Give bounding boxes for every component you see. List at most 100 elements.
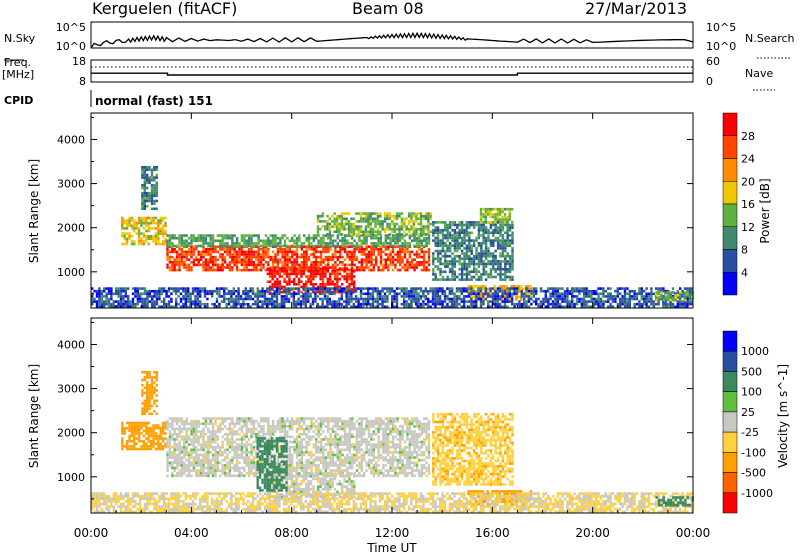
heatmap-cell: [185, 255, 188, 259]
heatmap-cell: [107, 289, 111, 293]
heatmap-cell: [525, 295, 528, 298]
heatmap-cell: [303, 245, 306, 248]
heatmap-cell: [351, 263, 354, 267]
heatmap-cell: [182, 302, 185, 306]
heatmap-cell: [583, 295, 586, 298]
heatmap-cell: [590, 292, 593, 296]
heatmap-cell: [446, 275, 449, 279]
heatmap-cell: [268, 302, 271, 306]
heatmap-cell: [470, 221, 473, 224]
heatmap-cell: [491, 215, 495, 219]
heatmap-cell: [158, 292, 161, 296]
heatmap-cell: [504, 244, 507, 248]
heatmap-cell: [93, 300, 96, 303]
heatmap-cell: [213, 302, 216, 306]
heatmap-cell: [211, 242, 215, 245]
heatmap-cell: [633, 302, 636, 306]
heatmap-cell: [419, 302, 423, 306]
heatmap-cell: [511, 223, 514, 227]
heatmap-cell: [638, 289, 641, 293]
heatmap-cell: [161, 437, 165, 440]
heatmap-cell: [527, 292, 530, 296]
heatmap-cell: [140, 237, 143, 241]
heatmap-cell: [487, 236, 490, 240]
heatmap-cell: [295, 248, 299, 251]
heatmap-cell: [245, 250, 248, 254]
heatmap-cell: [206, 297, 209, 301]
heatmap-cell: [345, 302, 348, 306]
heatmap-cell: [159, 232, 162, 235]
heatmap-cell: [372, 242, 375, 245]
heatmap-cell: [399, 239, 402, 243]
heatmap-cell: [328, 302, 331, 306]
heatmap-cell: [195, 239, 198, 243]
heatmap-cell: [482, 273, 485, 276]
heatmap-cell: [563, 300, 567, 303]
heatmap-cell: [350, 270, 353, 273]
heatmap-cell: [496, 289, 499, 293]
heatmap-cell: [527, 289, 531, 293]
heatmap-cell: [283, 258, 287, 261]
heatmap-cell: [171, 427, 174, 431]
heatmap-cell: [150, 173, 154, 177]
heatmap-cell: [532, 295, 535, 298]
heatmap-cell: [245, 266, 248, 269]
heatmap-cell: [204, 432, 208, 436]
heatmap-cell: [427, 250, 431, 254]
heatmap-cell: [183, 435, 186, 439]
heatmap-cell: [309, 302, 312, 306]
heatmap-cell: [321, 287, 324, 290]
heatmap-cell: [173, 445, 176, 449]
heatmap-cell: [223, 234, 227, 237]
heatmap-cell: [348, 255, 351, 259]
heatmap-cell: [185, 440, 188, 444]
heatmap-cell: [172, 305, 175, 309]
heatmap-cell: [152, 434, 155, 438]
heatmap-cell: [329, 277, 332, 281]
heatmap-cell: [472, 275, 476, 279]
heatmap-cell: [238, 261, 241, 264]
heatmap-cell: [326, 305, 329, 309]
heatmap-cell: [271, 270, 274, 273]
heatmap-cell: [166, 422, 169, 426]
heatmap-cell: [326, 302, 329, 306]
heatmap-cell: [413, 258, 416, 261]
heatmap-cell: [233, 445, 236, 449]
heatmap-cell: [146, 305, 149, 309]
heatmap-cell: [616, 287, 619, 290]
heatmap-cell: [501, 228, 505, 232]
heatmap-cell: [103, 305, 106, 309]
heatmap-cell: [441, 262, 445, 266]
heatmap-cell: [228, 474, 232, 478]
heatmap-cell: [112, 305, 115, 309]
heatmap-cell: [315, 258, 318, 261]
heatmap-cell: [293, 290, 296, 294]
heatmap-cell: [415, 250, 419, 254]
heatmap-cell: [278, 280, 281, 283]
heatmap-cell: [264, 261, 268, 264]
heatmap-cell: [223, 466, 227, 470]
heatmap-cell: [347, 233, 351, 236]
heatmap-cell: [455, 287, 459, 290]
heatmap-cell: [226, 464, 229, 467]
heatmap-cell: [343, 275, 346, 278]
heatmap-cell: [239, 295, 243, 298]
heatmap-cell: [358, 239, 361, 243]
heatmap-cell: [165, 292, 168, 296]
heatmap-cell: [689, 293, 692, 297]
heatmap-cell: [659, 287, 663, 290]
heatmap-cell: [547, 302, 550, 306]
heatmap-cell: [448, 247, 452, 250]
heatmap-cell: [494, 262, 497, 266]
heatmap-cell: [444, 262, 447, 266]
heatmap-cell: [310, 253, 313, 256]
heatmap-cell: [267, 239, 270, 243]
heatmap-cell: [410, 292, 413, 296]
heatmap-cell: [150, 199, 154, 203]
heatmap-cell: [501, 305, 504, 309]
heatmap-cell: [607, 297, 610, 301]
heatmap-cell: [336, 275, 339, 278]
heatmap-cell: [469, 295, 472, 299]
heatmap-cell: [348, 245, 351, 248]
heatmap-cell: [489, 239, 493, 242]
